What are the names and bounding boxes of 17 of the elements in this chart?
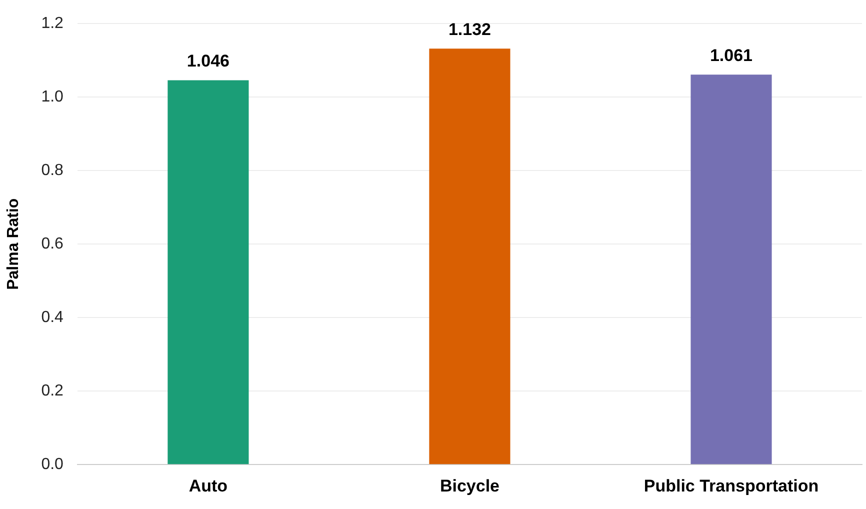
bar bbox=[168, 80, 249, 464]
bar bbox=[690, 74, 772, 464]
x-tick-label: Public Transportation bbox=[644, 476, 819, 496]
y-tick-label: 1.2 bbox=[41, 15, 64, 32]
bar bbox=[429, 48, 510, 464]
y-tick-label: 0.8 bbox=[41, 162, 64, 180]
y-tick-label: 1.0 bbox=[41, 88, 64, 106]
y-tick-label: 0.0 bbox=[41, 456, 64, 474]
data-label: 1.132 bbox=[448, 20, 491, 39]
y-tick-label: 0.4 bbox=[41, 309, 64, 326]
y-tick-label: 0.6 bbox=[41, 236, 64, 253]
data-label: 1.061 bbox=[710, 46, 753, 65]
x-tick-label: Auto bbox=[188, 476, 228, 496]
y-axis-title: Palma Ratio bbox=[5, 198, 22, 290]
y-tick-label: 0.2 bbox=[41, 382, 64, 400]
x-tick-label: Bicycle bbox=[440, 476, 500, 496]
data-label: 1.046 bbox=[186, 51, 230, 70]
